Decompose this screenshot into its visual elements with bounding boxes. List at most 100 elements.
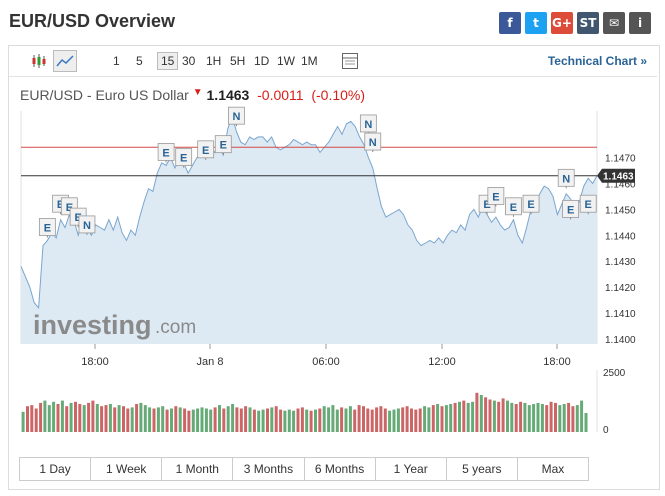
interval-button-15[interactable]: 15 [157, 52, 179, 70]
volume-bar [292, 410, 296, 432]
y-tick-label: 1.1420 [605, 283, 636, 294]
volume-bar [130, 407, 134, 432]
volume-bar [335, 409, 339, 432]
volume-tick-max: 2500 [603, 368, 626, 379]
event-label: E [180, 153, 187, 165]
volume-bar [266, 408, 269, 432]
volume-bar [414, 409, 418, 432]
volume-bar [104, 405, 108, 432]
info-icon[interactable]: i [629, 12, 651, 34]
volume-bar [209, 409, 213, 432]
volume-bar [183, 408, 187, 432]
event-marker-economic[interactable]: E [38, 218, 56, 238]
down-arrow-icon: ▼ [192, 87, 203, 98]
event-marker-economic[interactable]: E [175, 148, 193, 168]
chart-panel [8, 45, 660, 490]
volume-bar [580, 400, 584, 432]
event-marker-economic[interactable]: E [522, 194, 540, 215]
event-marker-economic[interactable]: E [505, 197, 522, 217]
volume-bar [283, 410, 287, 432]
volume-bar [348, 406, 352, 432]
volume-bar [318, 408, 322, 432]
range-button-3-months[interactable]: 3 Months [233, 458, 305, 480]
event-marker-economic[interactable]: E [197, 140, 215, 160]
volume-bar [82, 405, 86, 432]
event-marker-economic[interactable]: E [214, 135, 232, 155]
interval-button-5[interactable]: 5 [136, 54, 143, 68]
event-marker-news[interactable]: N [557, 168, 575, 189]
range-button-max[interactable]: Max [541, 462, 565, 476]
email-icon[interactable]: ✉ [603, 12, 625, 34]
event-label: N [83, 220, 91, 232]
last-price-tag-label: 1.1463 [603, 172, 634, 183]
event-label: E [44, 223, 51, 235]
volume-bar [527, 405, 531, 432]
volume-bar [191, 409, 195, 432]
event-marker-news[interactable]: N [78, 215, 96, 235]
interval-button-1w[interactable]: 1W [277, 54, 295, 68]
volume-bar [279, 409, 283, 432]
x-tick-label: 18:00 [81, 356, 109, 368]
event-marker-economic[interactable]: E [487, 187, 505, 207]
volume-bar [362, 406, 365, 432]
y-tick-label: 1.1410 [605, 309, 636, 320]
stocktwits-icon[interactable]: ST [577, 12, 599, 34]
volume-bar [558, 405, 562, 432]
volume-bar [174, 406, 178, 432]
volume-bar [392, 409, 396, 432]
volume-bar [510, 402, 514, 432]
table-icon[interactable] [341, 52, 359, 73]
volume-bar [370, 409, 374, 432]
event-marker-news[interactable]: N [228, 106, 245, 127]
volume-bar [244, 406, 248, 432]
volume-bar [218, 405, 221, 432]
volume-bar [532, 404, 536, 432]
volume-bar [156, 407, 160, 432]
range-button-1-year[interactable]: 1 Year [376, 458, 447, 480]
event-marker-economic[interactable]: E [157, 143, 175, 163]
range-button-6-months[interactable]: 6 Months [305, 458, 376, 480]
event-label: E [162, 147, 169, 159]
range-button-5-years[interactable]: 5 years [447, 458, 518, 480]
volume-bar [466, 402, 470, 432]
interval-button-1m[interactable]: 1M [301, 54, 318, 68]
volume-bar [388, 410, 392, 432]
line-chart-icon[interactable] [53, 50, 77, 72]
range-button-1-month[interactable]: 1 Month [162, 458, 234, 480]
x-tick-label: 12:00 [428, 356, 456, 368]
interval-button-5h[interactable]: 5H [230, 54, 246, 68]
volume-bar [231, 404, 235, 432]
volume-bar [562, 404, 566, 432]
chart-toolbar: 1 5 15 30 1H 5H 1D 1W 1M Technical Chart » [9, 46, 657, 77]
event-marker-news[interactable]: N [359, 114, 377, 134]
twitter-icon[interactable]: t [525, 12, 547, 34]
interval-button-30[interactable]: 30 [182, 54, 196, 68]
volume-bar [458, 401, 461, 432]
event-marker-news[interactable]: N [364, 132, 382, 153]
candlestick-icon[interactable] [31, 53, 47, 72]
facebook-icon[interactable]: f [499, 12, 521, 34]
range-button-1-week[interactable]: 1 Week [91, 458, 163, 480]
watermark-brand: investing [33, 310, 152, 340]
interval-button-1d[interactable]: 1D [254, 54, 270, 68]
volume-bar [331, 405, 335, 432]
volume-bar [34, 408, 38, 432]
price-chart[interactable]: investing .com 1.1400 1.1410 1.1420 1.1430 1.1… [0, 0, 665, 450]
volume-bar [405, 406, 409, 432]
volume-bar [122, 406, 125, 432]
google-plus-icon[interactable]: G+ [551, 12, 573, 34]
event-marker-economic[interactable]: E [579, 194, 597, 215]
volume-bar [540, 404, 544, 432]
volume-bar [375, 407, 379, 432]
last-price: 1.1463 [206, 87, 250, 103]
range-button-1-day[interactable]: 1 Day [20, 458, 92, 480]
volume-bar [196, 408, 200, 432]
volume-bar [143, 405, 147, 432]
event-label: E [202, 145, 209, 157]
event-marker-economic[interactable]: E [562, 199, 580, 220]
volume-bar [235, 407, 239, 432]
interval-button-1[interactable]: 1 [113, 54, 120, 68]
volume-bar [501, 398, 505, 432]
interval-button-1h[interactable]: 1H [206, 54, 222, 68]
technical-chart-link[interactable]: Technical Chart » [547, 54, 647, 68]
